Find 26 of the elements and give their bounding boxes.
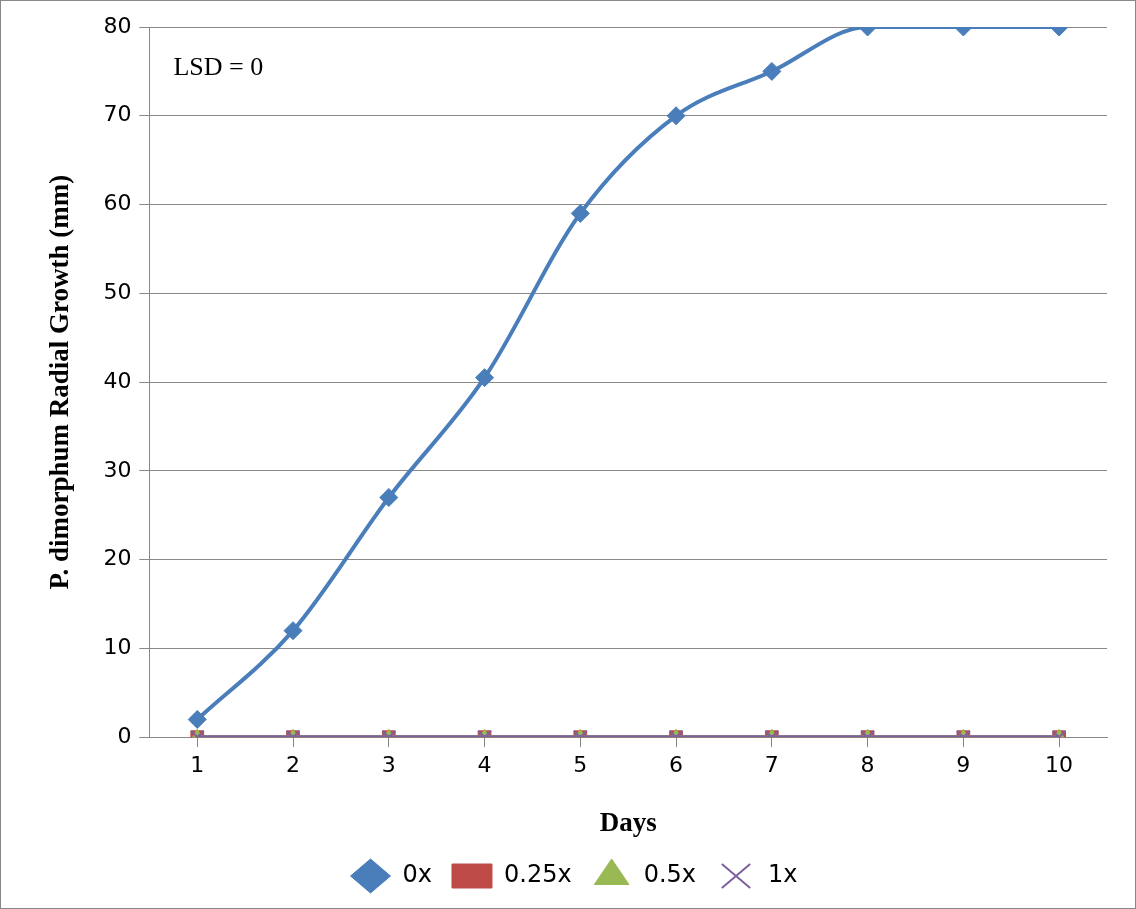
y-tick-label: 50 (103, 279, 132, 305)
y-tick-label: 40 (103, 367, 132, 393)
legend-label: 0.25x (503, 860, 572, 889)
x-tick-label: 3 (381, 752, 396, 778)
y-axis-title: P. dimorphum Radial Growth (mm) (44, 174, 75, 590)
y-tick-label: 10 (103, 634, 132, 660)
x-tick-label: 5 (573, 752, 588, 778)
annotation: LSD = 0 (173, 51, 264, 81)
legend-label: 1x (768, 860, 798, 889)
y-tick-label: 20 (103, 545, 132, 571)
x-tick-label: 7 (764, 752, 779, 778)
y-tick-label: 80 (103, 12, 132, 38)
x-tick-label: 8 (860, 752, 875, 778)
legend-label: 0x (402, 860, 433, 889)
x-tick-label: 6 (669, 752, 684, 778)
x-tick-label: 1 (190, 752, 205, 778)
legend-label: 0.5x (643, 860, 697, 889)
y-tick-label: 60 (103, 190, 132, 216)
x-tick-label: 10 (1045, 752, 1074, 778)
y-tick-label: 0 (117, 722, 132, 748)
y-tick-label: 70 (103, 101, 132, 127)
x-tick-label: 9 (956, 752, 971, 778)
y-tick-label: 30 (103, 456, 132, 482)
x-axis-title: Days (599, 806, 657, 837)
x-tick-label: 4 (477, 752, 492, 778)
x-tick-label: 2 (286, 752, 301, 778)
